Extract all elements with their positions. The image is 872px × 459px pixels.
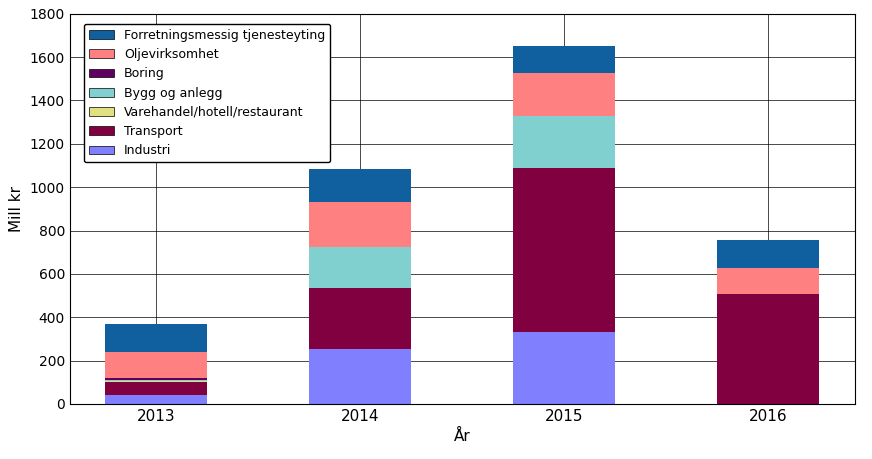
Y-axis label: Mill kr: Mill kr bbox=[9, 186, 24, 232]
Bar bbox=[106, 380, 208, 381]
Bar bbox=[717, 269, 819, 295]
Bar bbox=[106, 382, 208, 395]
Bar bbox=[106, 378, 208, 380]
Bar bbox=[310, 349, 412, 404]
Bar bbox=[310, 169, 412, 202]
Bar bbox=[513, 332, 615, 404]
Bar bbox=[106, 352, 208, 378]
Bar bbox=[717, 240, 819, 269]
Bar bbox=[513, 168, 615, 332]
Bar bbox=[513, 73, 615, 116]
Bar bbox=[717, 295, 819, 404]
Bar bbox=[513, 46, 615, 73]
Bar bbox=[310, 247, 412, 288]
X-axis label: År: År bbox=[453, 429, 471, 444]
Bar bbox=[310, 202, 412, 247]
Bar bbox=[310, 288, 412, 349]
Bar bbox=[106, 324, 208, 352]
Bar bbox=[106, 395, 208, 404]
Bar bbox=[106, 381, 208, 382]
Legend: Forretningsmessig tjenesteyting, Oljevirksomhet, Boring, Bygg og anlegg, Varehan: Forretningsmessig tjenesteyting, Oljevir… bbox=[84, 24, 330, 162]
Bar bbox=[513, 116, 615, 168]
